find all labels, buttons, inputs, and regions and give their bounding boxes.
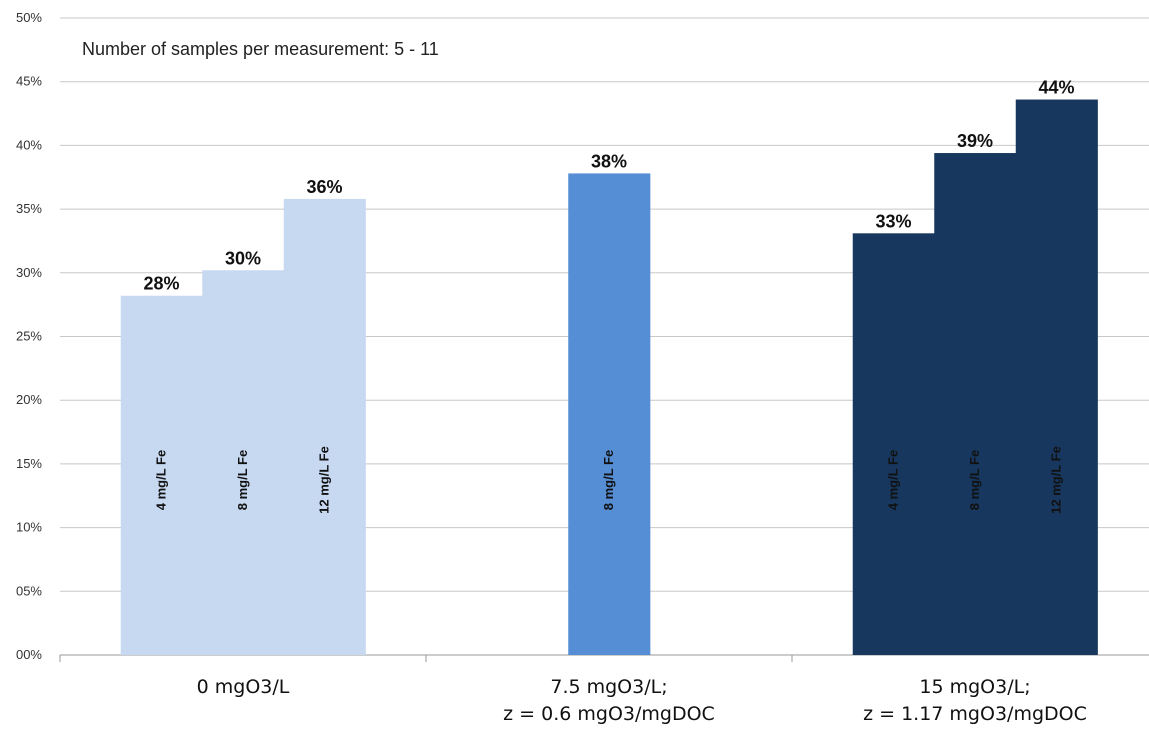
category-label: z = 1.17 mgO3/mgDOC [863, 703, 1087, 725]
bar-inner-label: 4 mg/L Fe [886, 450, 901, 510]
category-label: z = 0.6 mgO3/mgDOC [503, 703, 715, 725]
bar [120, 295, 203, 655]
y-tick-label: 50% [16, 10, 42, 25]
bar-value-label: 33% [875, 211, 911, 231]
bar-value-label: 44% [1038, 78, 1074, 98]
bar [852, 233, 935, 655]
bar-inner-label: 8 mg/L Fe [967, 450, 982, 510]
category-label: 15 mgO3/L; [919, 676, 1030, 698]
bar-value-label: 36% [306, 177, 342, 197]
bar [202, 270, 285, 655]
bar-inner-label: 12 mg/L Fe [1049, 446, 1064, 514]
y-tick-label: 30% [16, 265, 42, 280]
y-tick-label: 00% [16, 647, 42, 662]
bar [283, 198, 366, 655]
bar [568, 173, 651, 656]
bar-value-label: 30% [225, 248, 261, 268]
y-tick-label: 10% [16, 520, 42, 535]
x-axis: 0 mgO3/L 7.5 mgO3/L; z = 0.6 mgO3/mgDOC 15 … [59, 655, 1087, 725]
bar-value-label: 38% [591, 151, 627, 171]
y-tick-label: 25% [16, 329, 42, 344]
category-label: 7.5 mgO3/L; [550, 676, 667, 698]
bar-inner-label: 4 mg/L Fe [154, 450, 169, 510]
bar [934, 153, 1017, 655]
y-tick-label: 40% [16, 137, 42, 152]
y-axis-ticks: 00% 05% 10% 15% 20% 25% 30% 35% 40% 45% 50% [16, 10, 42, 662]
bar-inner-label: 8 mg/L Fe [235, 450, 250, 510]
bars: 28% 4 mg/L Fe 30% 8 mg/L Fe 36% 12 mg/L Fe 38%… [120, 78, 1098, 656]
chart-annotation: Number of samples per measurement: 5 - 1… [82, 39, 439, 59]
bar-inner-label: 8 mg/L Fe [601, 450, 616, 510]
bar-inner-label: 12 mg/L Fe [317, 446, 332, 514]
category-label: 0 mgO3/L [197, 676, 290, 698]
bar [1015, 99, 1098, 655]
y-tick-label: 20% [16, 392, 42, 407]
bar-value-label: 28% [143, 274, 179, 294]
y-tick-label: 15% [16, 456, 42, 471]
y-tick-label: 35% [16, 201, 42, 216]
y-tick-label: 05% [16, 583, 42, 598]
y-tick-label: 45% [16, 74, 42, 89]
bar-value-label: 39% [957, 131, 993, 151]
